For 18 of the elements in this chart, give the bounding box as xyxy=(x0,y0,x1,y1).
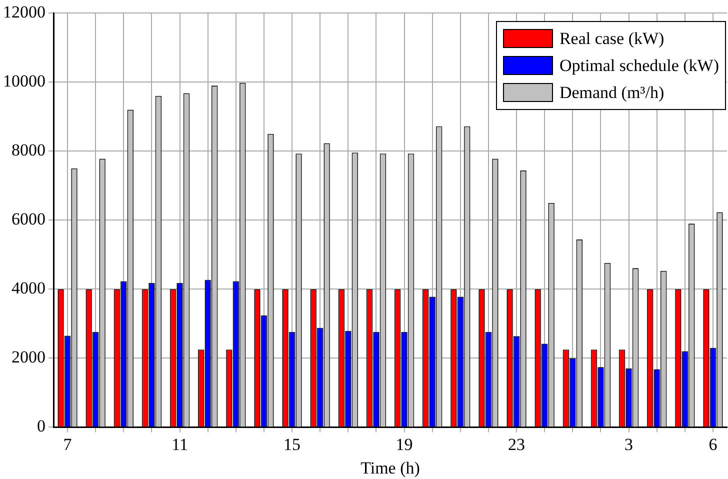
x-tick-label: 19 xyxy=(396,434,413,454)
x-tick-label: 15 xyxy=(284,434,301,454)
legend-label: Optimal schedule (kW) xyxy=(559,56,719,76)
y-tick-label: 0 xyxy=(37,416,46,436)
y-tick-label: 6000 xyxy=(12,210,46,229)
y-tick-label: 12000 xyxy=(3,2,46,22)
x-tick-label: 11 xyxy=(172,434,188,454)
x-tick-label: 6 xyxy=(708,434,718,454)
legend-label: Real case (kW) xyxy=(559,28,664,49)
x-axis-title: Time (h) xyxy=(360,458,420,478)
y-tick-label: 2000 xyxy=(12,348,46,367)
y-tick-label: 8000 xyxy=(12,140,46,160)
x-tick-label: 3 xyxy=(624,434,634,454)
x-tick-label: 7 xyxy=(63,434,72,454)
y-tick-label: 4000 xyxy=(12,278,46,298)
y-tick-label: 10000 xyxy=(3,72,46,91)
x-tick-label: 23 xyxy=(508,434,526,454)
legend-label: Demand (m³/h) xyxy=(559,82,664,103)
